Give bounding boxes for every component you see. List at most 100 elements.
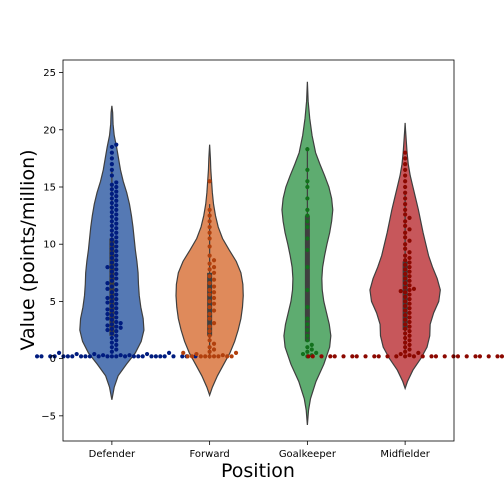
swarm-point-defender xyxy=(114,180,119,185)
swarm-point-defender xyxy=(171,354,176,359)
swarm-point-defender xyxy=(114,324,119,329)
swarm-point-defender xyxy=(114,248,119,254)
swarm-point-goalkeeper xyxy=(305,236,310,241)
swarm-point-defender xyxy=(114,297,119,302)
y-axis-ticks: −5 0 5 10 15 20 25 xyxy=(41,68,63,422)
y-tick-label: 5 xyxy=(50,297,56,308)
swarm-point-defender xyxy=(109,255,114,261)
swarm-point-midfielder xyxy=(407,264,412,270)
swarm-point-defender xyxy=(109,322,114,327)
swarm-point-forward xyxy=(207,230,212,235)
swarm-point-defender xyxy=(114,267,119,272)
swarm-point-midfielder xyxy=(403,267,408,272)
swarm-point-midfielder xyxy=(403,258,408,263)
swarm-point-defender xyxy=(109,162,114,167)
swarm-point-goalkeeper xyxy=(305,333,310,338)
swarm-point-defender xyxy=(105,286,110,291)
swarm-point-midfielder xyxy=(403,285,408,290)
swarm-point-midfielder xyxy=(403,219,408,224)
y-axis-label: Value (points/million) xyxy=(17,149,39,350)
swarm-point-midfielder xyxy=(403,294,408,299)
swarm-point-midfielder xyxy=(416,350,421,355)
swarm-point-forward xyxy=(198,354,203,359)
swarm-point-midfielder xyxy=(442,354,447,359)
swarm-point-defender xyxy=(83,354,88,359)
swarm-point-defender xyxy=(109,228,114,233)
swarm-point-midfielder xyxy=(407,283,412,288)
swarm-point-defender xyxy=(109,340,114,345)
swarm-point-midfielder xyxy=(403,253,408,258)
swarm-point-midfielder xyxy=(403,207,408,212)
swarm-point-defender xyxy=(109,219,114,224)
swarm-point-forward xyxy=(207,316,212,321)
swarm-point-defender xyxy=(105,323,110,328)
swarm-point-defender xyxy=(109,251,114,256)
swarm-point-midfielder xyxy=(407,353,412,358)
swarm-point-midfielder xyxy=(407,338,412,343)
swarm-point-midfielder xyxy=(403,162,408,167)
swarm-point-forward xyxy=(207,349,212,354)
swarm-point-defender xyxy=(180,354,185,359)
swarm-point-defender xyxy=(158,354,163,359)
swarm-point-midfielder xyxy=(403,276,408,281)
x-axis-ticks: Defender Forward Goalkeeper Midfielder xyxy=(89,441,431,460)
swarm-point-defender xyxy=(127,353,132,358)
swarm-point-defender xyxy=(109,144,114,150)
swarm-point-defender xyxy=(105,300,110,305)
swarm-point-goalkeeper xyxy=(305,167,310,172)
swarm-point-midfielder xyxy=(407,324,412,329)
swarm-point-midfielder xyxy=(403,345,408,350)
swarm-point-goalkeeper xyxy=(305,147,310,152)
swarm-point-defender xyxy=(114,253,119,258)
swarm-point-defender xyxy=(114,306,119,311)
swarm-point-goalkeeper xyxy=(305,179,310,184)
swarm-point-midfielder xyxy=(451,354,456,359)
swarm-point-defender xyxy=(109,260,114,265)
swarm-point-midfielder xyxy=(473,354,478,359)
swarm-point-defender xyxy=(114,230,119,235)
swarm-point-midfielder xyxy=(341,354,346,359)
swarm-point-defender xyxy=(114,239,119,245)
swarm-point-defender xyxy=(109,278,114,283)
swarm-point-midfielder xyxy=(354,354,359,359)
swarm-point-forward xyxy=(207,345,212,350)
swarm-point-forward xyxy=(216,354,221,359)
swarm-point-midfielder xyxy=(403,326,408,331)
swarm-point-defender xyxy=(114,226,119,231)
swarm-point-forward xyxy=(207,253,212,258)
swarm-point-midfielder xyxy=(398,289,403,294)
swarm-point-midfielder xyxy=(407,260,412,265)
swarm-point-forward xyxy=(207,179,212,184)
swarm-point-midfielder xyxy=(433,354,439,359)
swarm-point-midfielder xyxy=(403,235,408,240)
swarm-point-midfielder xyxy=(403,202,408,207)
swarm-point-midfielder xyxy=(403,167,408,172)
swarm-point-defender xyxy=(109,182,114,187)
swarm-point-midfielder xyxy=(376,354,381,359)
swarm-point-midfielder xyxy=(407,269,412,274)
swarm-point-goalkeeper xyxy=(305,213,310,218)
swarm-point-goalkeeper xyxy=(305,349,310,354)
swarm-point-goalkeeper xyxy=(305,264,310,270)
swarm-point-defender xyxy=(109,191,114,196)
swarm-point-midfielder xyxy=(403,335,408,341)
swarm-point-midfielder xyxy=(319,354,324,359)
swarm-point-defender xyxy=(114,216,119,222)
swarm-point-midfielder xyxy=(403,230,408,235)
swarm-point-midfielder xyxy=(403,313,408,318)
swarm-point-defender xyxy=(109,237,114,242)
swarm-point-midfielder xyxy=(394,354,399,359)
swarm-point-defender xyxy=(109,156,114,161)
swarm-point-defender xyxy=(114,244,119,249)
swarm-point-midfielder xyxy=(403,317,408,322)
swarm-point-defender xyxy=(114,315,119,320)
swarm-point-defender xyxy=(114,276,119,281)
swarm-point-defender xyxy=(118,353,123,358)
swarm-point-defender xyxy=(109,274,114,279)
swarm-point-forward xyxy=(185,354,190,359)
swarm-point-midfielder xyxy=(403,299,408,304)
swarm-point-goalkeeper xyxy=(309,342,314,347)
swarm-point-forward xyxy=(194,351,199,357)
swarm-point-midfielder xyxy=(407,329,412,334)
swarm-point-forward xyxy=(207,224,212,230)
